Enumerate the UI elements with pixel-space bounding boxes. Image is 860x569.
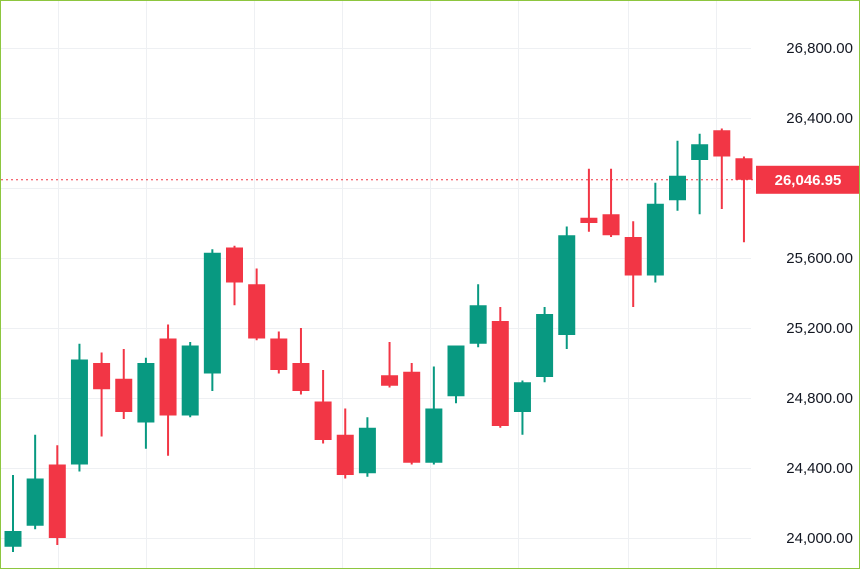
candle[interactable] bbox=[93, 352, 111, 437]
candle[interactable] bbox=[70, 343, 88, 472]
candle[interactable] bbox=[226, 245, 243, 306]
candle-body bbox=[602, 214, 620, 236]
candle-body bbox=[513, 382, 531, 412]
y-tick-label: 24,000.00 bbox=[786, 530, 853, 547]
y-tick-label: 24,400.00 bbox=[786, 460, 853, 477]
candle[interactable] bbox=[447, 345, 465, 404]
candle-body bbox=[425, 408, 443, 463]
candle-body bbox=[713, 130, 731, 157]
candle[interactable] bbox=[270, 331, 288, 374]
candle-body bbox=[70, 359, 88, 465]
y-tick-label: 26,800.00 bbox=[786, 40, 853, 57]
candle[interactable] bbox=[491, 307, 509, 428]
candle[interactable] bbox=[48, 445, 66, 545]
candle[interactable] bbox=[159, 324, 177, 456]
grid-lines bbox=[1, 1, 751, 568]
candle[interactable] bbox=[358, 417, 376, 477]
candle[interactable] bbox=[4, 475, 22, 552]
candle-body bbox=[646, 203, 664, 276]
candle-body bbox=[203, 252, 221, 374]
candle-body bbox=[4, 531, 22, 547]
candle[interactable] bbox=[513, 380, 531, 435]
candle[interactable] bbox=[624, 221, 642, 307]
y-tick-label: 24,800.00 bbox=[786, 390, 853, 407]
y-tick-label: 26,400.00 bbox=[786, 110, 853, 127]
candle-body bbox=[381, 375, 399, 386]
candle-body bbox=[181, 345, 199, 416]
candle-body bbox=[624, 237, 642, 276]
y-tick-label: 25,600.00 bbox=[786, 250, 853, 267]
candle[interactable] bbox=[469, 284, 487, 348]
candle-body bbox=[93, 363, 111, 390]
candle-body bbox=[48, 464, 66, 538]
candle-body bbox=[159, 338, 177, 416]
candle-body bbox=[115, 378, 133, 412]
candle[interactable] bbox=[536, 307, 554, 383]
candle-body bbox=[469, 305, 487, 344]
candle[interactable] bbox=[646, 182, 664, 283]
candle[interactable] bbox=[203, 249, 221, 391]
candle[interactable] bbox=[558, 226, 576, 350]
candle-body bbox=[735, 158, 753, 180]
candle-body bbox=[691, 144, 709, 160]
candle[interactable] bbox=[425, 366, 443, 465]
candle-body bbox=[580, 217, 598, 223]
candle-body bbox=[248, 284, 266, 339]
candle-body bbox=[447, 345, 465, 397]
candle[interactable] bbox=[713, 128, 731, 210]
candle-body bbox=[336, 434, 354, 475]
candle-body bbox=[292, 363, 310, 391]
candle[interactable] bbox=[137, 357, 155, 449]
candle[interactable] bbox=[248, 268, 266, 341]
candle-body bbox=[491, 321, 509, 426]
candle[interactable] bbox=[691, 133, 709, 215]
last-price-label-group[interactable]: 26,046.95 bbox=[756, 165, 859, 194]
y-tick-label: 25,200.00 bbox=[786, 320, 853, 337]
candle[interactable] bbox=[403, 363, 421, 465]
candle-body bbox=[226, 247, 243, 283]
candle[interactable] bbox=[580, 168, 598, 232]
last-price-label: 26,046.95 bbox=[775, 172, 842, 189]
candles-group bbox=[4, 128, 753, 552]
candle-body bbox=[26, 478, 44, 526]
candle-body bbox=[358, 427, 376, 474]
price-axis: 24,000.00 24,400.00 24,800.00 25,200.00 25,6… bbox=[786, 40, 853, 547]
candle[interactable] bbox=[115, 349, 133, 419]
candle[interactable] bbox=[602, 168, 620, 237]
candle-body bbox=[314, 401, 332, 440]
candle[interactable] bbox=[292, 328, 310, 395]
candle-body bbox=[558, 235, 576, 335]
candle[interactable] bbox=[381, 342, 399, 388]
candle-body bbox=[137, 363, 155, 423]
candle[interactable] bbox=[181, 342, 199, 418]
candle[interactable] bbox=[735, 156, 753, 243]
candle[interactable] bbox=[26, 434, 44, 530]
candle[interactable] bbox=[336, 408, 354, 479]
candle-body bbox=[536, 314, 554, 377]
candle-body bbox=[669, 175, 686, 201]
last-price-badge bbox=[756, 165, 859, 194]
candle[interactable] bbox=[669, 140, 686, 211]
candle-body bbox=[403, 371, 421, 463]
candle-body bbox=[270, 338, 288, 370]
candle[interactable] bbox=[314, 370, 332, 444]
